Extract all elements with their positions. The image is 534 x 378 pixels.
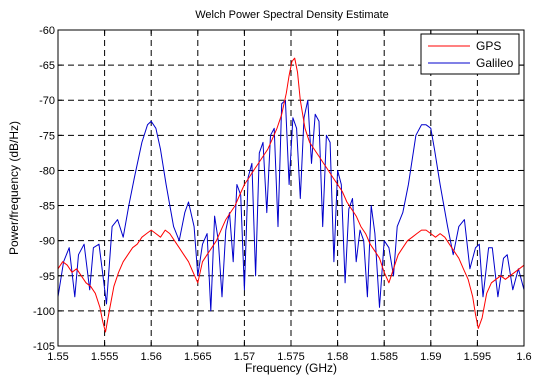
legend-box [420, 33, 520, 75]
series-layer [57, 57, 525, 333]
y-tick-label: -105 [33, 341, 55, 353]
y-tick-label: -75 [39, 130, 55, 142]
y-tick-label: -60 [39, 25, 55, 37]
x-tick-label: 1.56 [140, 351, 161, 363]
y-tick-label: -80 [39, 165, 55, 177]
series-line-galileo [57, 99, 525, 312]
plot-frame-fill [58, 30, 524, 346]
y-tick-label: -100 [33, 306, 55, 318]
legend: GPS Galileo [420, 33, 520, 75]
y-tick-label: -95 [39, 271, 55, 283]
y-tick-label: -70 [39, 95, 55, 107]
x-tick-label: 1.6 [516, 351, 531, 363]
x-axis-label: Frequency (GHz) [245, 361, 337, 375]
x-tick-label: 1.57 [234, 351, 255, 363]
plot-area [57, 29, 525, 347]
legend-label-gps: GPS [476, 39, 501, 53]
legend-label-galileo: Galileo [476, 56, 514, 70]
series-line-gps [57, 57, 525, 333]
chart-title: Welch Power Spectral Density Estimate [195, 9, 389, 21]
x-tick-label: 1.595 [464, 351, 492, 363]
y-tick-label: -65 [39, 60, 55, 72]
x-tick-label: 1.58 [327, 351, 348, 363]
x-tick-label: 1.585 [370, 351, 398, 363]
x-tick-label: 1.575 [277, 351, 305, 363]
tick-marks [57, 29, 525, 347]
x-tick-label: 1.55 [47, 351, 68, 363]
x-tick-label: 1.565 [184, 351, 212, 363]
x-tick-labels: 1.55 1.555 1.56 1.565 1.57 1.575 1.58 1.585 1.59… [47, 351, 531, 363]
y-tick-label: -90 [39, 236, 55, 248]
y-tick-labels: -60 -65 -70 -75 -80 -85 -90 -95 -100 -105 [33, 25, 55, 353]
y-tick-label: -85 [39, 201, 55, 213]
x-tick-label: 1.59 [420, 351, 441, 363]
x-tick-label: 1.555 [91, 351, 119, 363]
y-axis-label: Power/frequency (dB/Hz) [7, 121, 21, 255]
